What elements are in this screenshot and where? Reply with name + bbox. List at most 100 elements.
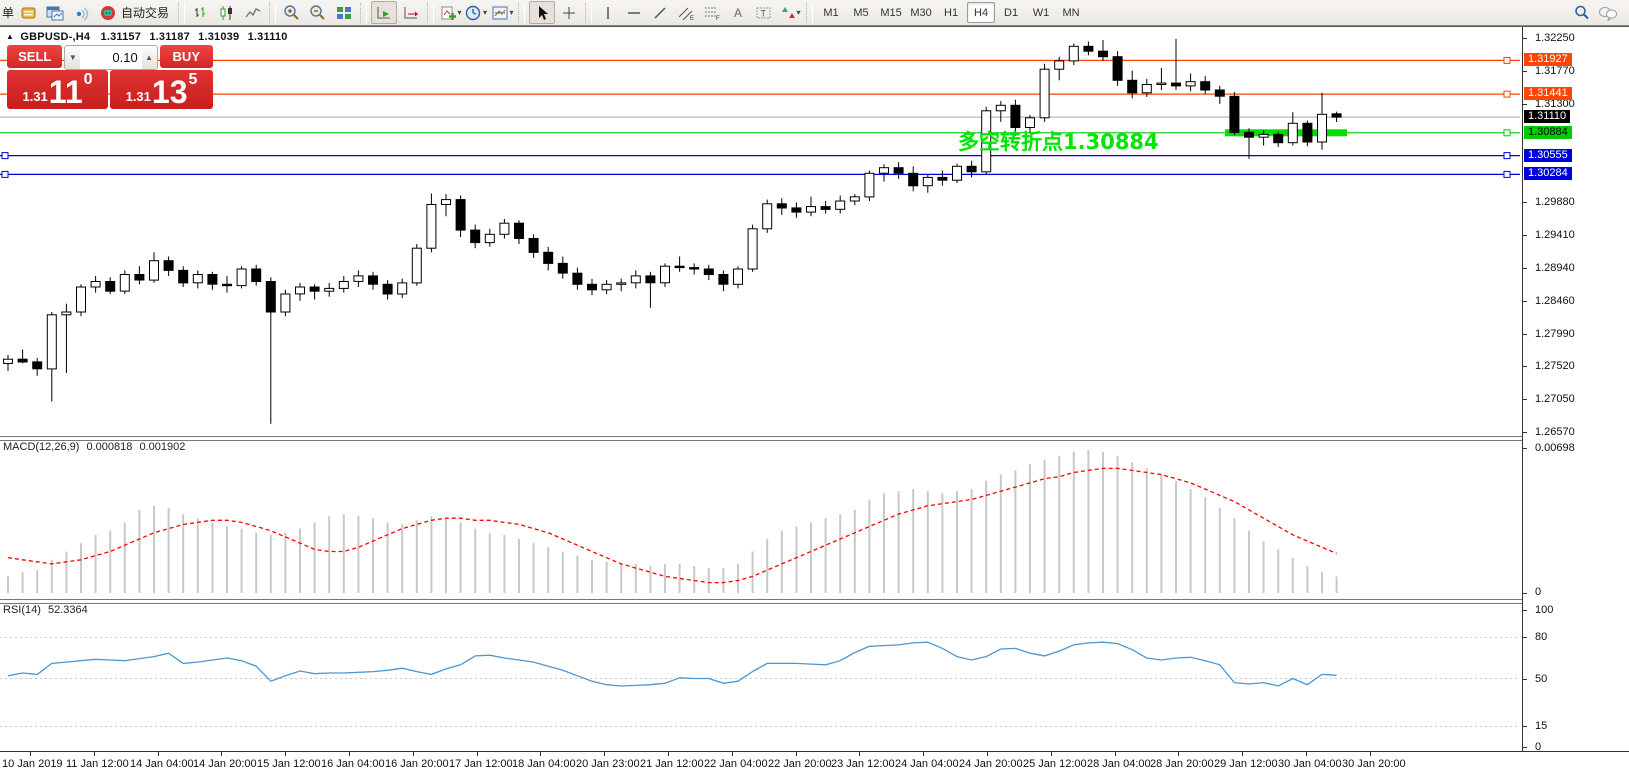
price-tick-mark: [1523, 432, 1527, 433]
horizontal-line-1.31927[interactable]: [0, 56, 1520, 64]
chart-shift-icon[interactable]: [399, 2, 423, 23]
ohlc-open: 1.31157: [100, 31, 142, 43]
time-label: 17 Jan 12:00: [449, 758, 513, 770]
autotrading-label: 自动交易: [121, 6, 170, 20]
price-tick-label: 1.27520: [1535, 360, 1575, 372]
text-icon[interactable]: A: [726, 2, 750, 23]
time-tick-mark: [30, 752, 31, 756]
horizontal-line-1.30555[interactable]: [0, 152, 1520, 160]
time-label: 28 Jan 04:00: [1087, 758, 1151, 770]
line-chart-icon[interactable]: [241, 2, 265, 23]
search-icon[interactable]: [1570, 2, 1594, 23]
collapse-arrow-icon[interactable]: ▲: [6, 32, 15, 41]
new-order-partial-label[interactable]: 单: [2, 6, 15, 20]
rsi-axis-label: 15: [1535, 720, 1548, 732]
auto-scroll-icon[interactable]: [371, 1, 398, 24]
volume-decrease-button[interactable]: ▼: [65, 46, 81, 69]
templates-button[interactable]: ▾: [490, 2, 514, 23]
tile-windows-icon[interactable]: [332, 2, 356, 23]
time-tick-mark: [859, 752, 860, 756]
equidistant-channel-icon[interactable]: E: [674, 2, 698, 23]
bar-chart-icon[interactable]: [189, 2, 213, 23]
rsi-axis-label: 80: [1535, 631, 1548, 643]
tf-m1-button[interactable]: M1: [823, 6, 839, 19]
buy-price-sup: 5: [188, 71, 198, 88]
price-tick-mark: [1523, 366, 1527, 367]
toolbar-separator: [806, 2, 814, 23]
tf-m15-button[interactable]: M15: [880, 6, 902, 19]
rsi-tick-mark: [1523, 679, 1527, 680]
tf-w1-button[interactable]: W1: [1032, 6, 1050, 19]
sell-price-display[interactable]: 1.31 11 0: [7, 70, 108, 109]
horizontal-line-1.31441[interactable]: [0, 90, 1520, 98]
rsi-tick-mark: [1523, 610, 1527, 611]
macd-value-main: 0.000818: [86, 441, 133, 453]
charts-icon[interactable]: [43, 2, 67, 23]
svg-text:E: E: [690, 16, 694, 21]
timeframe-group: M1 M5 M15 M30 H1 H4 D1 W1 MN: [816, 0, 1086, 25]
new-order-icon[interactable]: [17, 2, 41, 23]
time-label: 29 Jan 12:00: [1214, 758, 1278, 770]
indicators-button[interactable]: ▾: [438, 2, 462, 23]
price-badge: 1.30555: [1524, 149, 1572, 162]
text-label-icon[interactable]: T: [752, 2, 776, 23]
zoom-out-icon[interactable]: [306, 2, 330, 23]
volume-input[interactable]: 0.10: [80, 46, 142, 69]
horizontal-line-1.30284[interactable]: [0, 170, 1520, 178]
buy-price-display[interactable]: 1.31 13 5: [110, 70, 213, 109]
symbol-label: GBPUSD-,H4: [20, 31, 91, 43]
price-chart[interactable]: [0, 27, 1522, 751]
sell-price-big: 11: [48, 74, 83, 110]
periods-button[interactable]: ▾: [464, 2, 488, 23]
tf-h1-button[interactable]: H1: [944, 6, 959, 19]
time-axis[interactable]: 10 Jan 2019 11 Jan 12:00 14 Jan 04:00 14 Ja…: [0, 751, 1629, 771]
volume-increase-button[interactable]: ▲: [141, 46, 157, 69]
macd-name: MACD(12,26,9): [3, 441, 80, 453]
templates-icon: [492, 6, 508, 19]
candlesticks-icon[interactable]: [215, 2, 239, 23]
highlight-segment[interactable]: [1225, 129, 1347, 137]
toolbar-separator: [269, 2, 277, 23]
toolbar-separator: [585, 2, 593, 23]
crosshair-icon[interactable]: [557, 2, 581, 23]
buy-button[interactable]: BUY: [159, 45, 214, 68]
price-axis[interactable]: 1.32250 1.31770 1.31300 1.29880 1.29410 1.289…: [1522, 27, 1629, 753]
time-label: 18 Jan 04:00: [512, 758, 576, 770]
price-tick-label: 1.31770: [1535, 65, 1575, 77]
zoom-in-icon[interactable]: [280, 2, 304, 23]
time-tick-mark: [221, 752, 222, 756]
macd-pane-separator[interactable]: [0, 436, 1629, 441]
time-label: 23 Jan 12:00: [831, 758, 895, 770]
annotation-text[interactable]: 多空转折点1.30884: [958, 130, 1159, 154]
rsi-axis-label: 50: [1535, 673, 1548, 685]
tf-h4-button[interactable]: H4: [967, 2, 996, 23]
time-label: 16 Jan 20:00: [385, 758, 449, 770]
time-label: 30 Jan 20:00: [1342, 758, 1406, 770]
toolbar-separator: [178, 2, 186, 23]
toolbar: 单 自动交易: [0, 0, 1629, 26]
tf-m30-button[interactable]: M30: [910, 6, 932, 19]
rsi-axis-label: 0: [1535, 741, 1542, 753]
time-label: 20 Jan 23:00: [576, 758, 640, 770]
signal-icon[interactable]: [69, 2, 93, 23]
tf-m5-button[interactable]: M5: [853, 6, 869, 19]
time-tick-mark: [349, 752, 350, 756]
arrows-button[interactable]: ▾: [778, 2, 802, 23]
cursor-icon[interactable]: [529, 1, 556, 24]
price-tick-label: 1.28460: [1535, 295, 1575, 307]
price-tick-label: 1.27050: [1535, 393, 1575, 405]
fibonacci-icon[interactable]: F: [700, 2, 724, 23]
time-label: 16 Jan 04:00: [321, 758, 385, 770]
sell-button[interactable]: SELL: [7, 45, 63, 68]
autotrading-button[interactable]: 自动交易: [94, 2, 175, 23]
time-tick-mark: [1051, 752, 1052, 756]
trendline-icon[interactable]: [648, 2, 672, 23]
tf-d1-button[interactable]: D1: [1004, 6, 1019, 19]
horizontal-line-icon[interactable]: [622, 2, 646, 23]
rsi-pane-separator[interactable]: [0, 599, 1629, 604]
vertical-line-icon[interactable]: [596, 2, 620, 23]
chat-icon[interactable]: [1596, 2, 1620, 23]
rsi-label: RSI(14) 52.3364: [3, 604, 88, 616]
tf-mn-button[interactable]: MN: [1062, 6, 1080, 19]
ohlc-close: 1.31110: [247, 31, 288, 43]
